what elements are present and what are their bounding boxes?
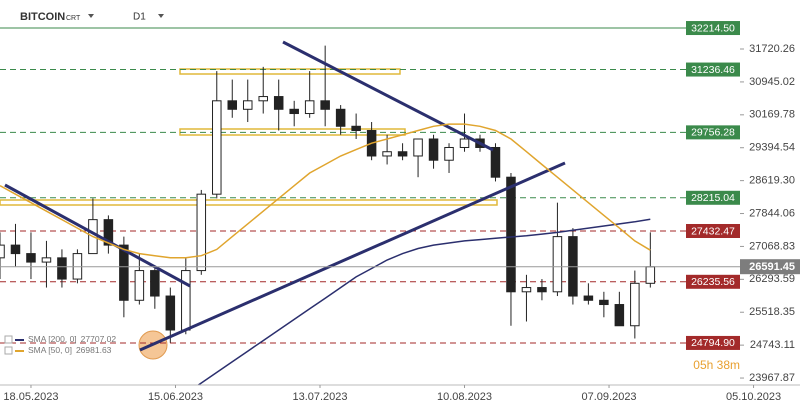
y-tick-label: 23967.87: [749, 372, 795, 384]
trendlines: [0, 40, 651, 385]
level-label: 27432.47: [691, 225, 735, 237]
candle-body: [444, 146, 454, 161]
candle-body: [645, 266, 656, 284]
x-tick-label: 07.09.2023: [582, 391, 637, 403]
dropdown[interactable]: [88, 14, 94, 18]
trendline: [139, 161, 566, 352]
x-tick-label: 18.05.2023: [3, 391, 58, 403]
legend-icon: [4, 346, 13, 355]
y-tick-label: 26293.59: [749, 273, 795, 285]
level-box: [686, 125, 740, 140]
x-tick-label: 15.06.2023: [148, 391, 203, 403]
legend-name: SMA [50, 0]: [28, 345, 72, 355]
level-box: [686, 62, 740, 77]
candle-body: [165, 295, 176, 331]
candle-body: [289, 108, 299, 115]
candle-body: [630, 282, 640, 327]
level-label: 28215.04: [691, 192, 735, 204]
candle-body: [196, 193, 207, 272]
candle-body: [258, 96, 268, 102]
y-tick-label: 24743.11: [750, 339, 795, 351]
candle-body: [599, 299, 609, 306]
sma-line: [0, 123, 651, 259]
level-box: [686, 335, 740, 350]
candle-body: [181, 270, 191, 331]
candle-body: [212, 100, 222, 195]
candle-body: [227, 100, 238, 110]
x-tick-label: 10.08.2023: [437, 391, 492, 403]
candle-body: [103, 219, 114, 246]
legend-value: 27707.02: [81, 334, 117, 344]
x-tick-label: 13.07.2023: [292, 391, 347, 403]
candle-body: [41, 257, 52, 263]
level-label: 26235.56: [691, 276, 735, 288]
candle-body: [150, 270, 160, 297]
symbol: BITCOIN: [20, 11, 65, 23]
level-box: [686, 190, 740, 205]
candle-body: [273, 96, 284, 110]
candle-body: [351, 125, 361, 132]
timeframe[interactable]: D1: [133, 12, 146, 23]
dropdown[interactable]: [158, 14, 164, 18]
candle-body: [521, 287, 532, 293]
y-tick-label: 27068.83: [749, 240, 795, 252]
y-tick-label: 31720.26: [749, 43, 795, 55]
trendline: [282, 40, 494, 152]
level-box: [686, 274, 740, 289]
x-tick-label: 05.10.2023: [726, 391, 781, 403]
legend-value: 26981.63: [76, 345, 112, 355]
countdown: 05h 38m: [693, 358, 740, 372]
y-tick-label: 25518.35: [749, 306, 795, 318]
legend-name: SMA [200, 0]: [28, 334, 77, 344]
candle-body: [459, 138, 470, 148]
level-box: [686, 21, 740, 36]
candle-body: [335, 108, 346, 127]
candle-body: [10, 244, 21, 255]
y-tick-label: 30169.78: [749, 109, 795, 121]
level-box: [686, 223, 740, 238]
candle-body: [26, 253, 36, 263]
candle-body: [552, 236, 563, 293]
candle-body: [134, 270, 145, 301]
sma-line: [197, 218, 651, 385]
candle-body: [428, 138, 439, 161]
candle-body: [382, 151, 392, 157]
candle-body: [614, 304, 625, 327]
candle-body: [320, 100, 330, 110]
level-label: 24794.90: [691, 337, 735, 349]
level-label: 31236.46: [691, 64, 735, 76]
y-tick-label: 27844.06: [749, 207, 795, 219]
candle-body: [537, 287, 547, 293]
candle-body: [57, 257, 67, 280]
candle-body: [506, 176, 516, 293]
current-price-label: 26591.45: [749, 261, 795, 273]
trendline: [4, 183, 191, 288]
level-label: 32214.50: [691, 22, 735, 34]
y-tick-label: 28619.30: [749, 175, 795, 187]
y-tick-label: 29394.54: [749, 142, 795, 154]
candle-body: [304, 100, 315, 115]
candle-body: [242, 100, 253, 110]
zone: [0, 199, 498, 206]
symbol-tag: CRT: [66, 15, 81, 22]
legend-text: SMA [50, 0] 26981.63: [28, 345, 112, 355]
legend-icon: [4, 335, 13, 344]
current-price-box: [740, 259, 800, 275]
legend-text: SMA [200, 0] 27707.02: [28, 334, 116, 344]
level-label: 29756.28: [691, 127, 735, 139]
zone: [179, 68, 401, 75]
y-tick-label: 30945.02: [749, 76, 795, 88]
candle-body: [583, 295, 594, 301]
candle-body: [397, 151, 408, 157]
candle-body: [490, 146, 501, 178]
candle-body: [119, 244, 129, 301]
candle-body: [413, 138, 423, 157]
candle-body: [0, 244, 5, 259]
